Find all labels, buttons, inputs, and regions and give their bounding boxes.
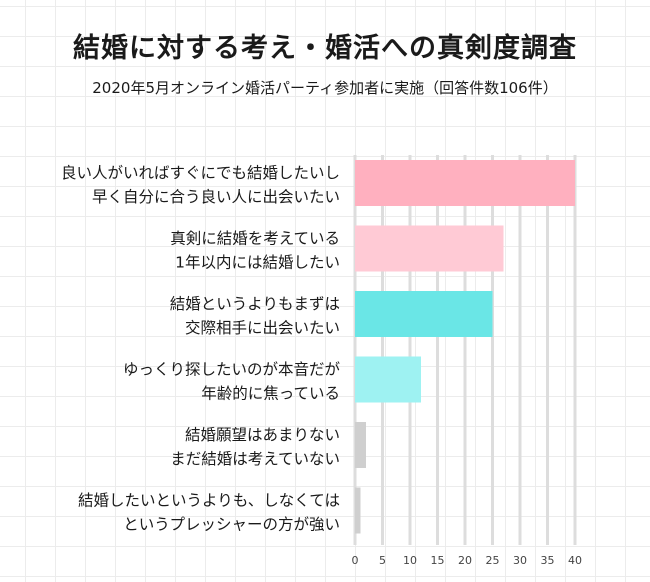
- category-label: 良い人がいればすぐにでも結婚したいし: [61, 164, 340, 182]
- chart-subtitle: 2020年5月オンライン婚活パーティ参加者に実施（回答件数106件）: [92, 79, 558, 97]
- category-label: 交際相手に出会いたい: [185, 319, 340, 337]
- x-tick-label: 25: [486, 554, 500, 567]
- chart-title: 結婚に対する考え・婚活への真剣度調査: [73, 33, 577, 64]
- category-label: 結婚願望はあまりない: [185, 426, 340, 444]
- x-tick-label: 40: [568, 554, 582, 567]
- bar: [355, 160, 575, 206]
- bar: [355, 225, 504, 272]
- bar: [355, 422, 366, 468]
- category-label: 年齢的に焦っている: [201, 385, 340, 403]
- category-label: 早く自分に合う良い人に出会いたい: [92, 188, 340, 206]
- x-tick-label: 5: [379, 554, 386, 567]
- category-label: ゆっくり探したいのが本音だが: [123, 361, 341, 379]
- bar: [355, 291, 493, 337]
- category-label: 結婚というよりもまずは: [170, 295, 340, 313]
- x-tick-label: 0: [352, 554, 359, 567]
- category-label: 真剣に結婚を考えている: [170, 230, 340, 248]
- category-label: まだ結婚は考えていない: [170, 450, 340, 468]
- category-label: 1年以内には結婚したい: [175, 254, 340, 272]
- category-label: 結婚したいというよりも、しなくては: [78, 492, 340, 510]
- x-tick-label: 30: [513, 554, 527, 567]
- bar: [355, 487, 361, 534]
- x-tick-label: 10: [403, 554, 417, 567]
- x-tick-label: 15: [431, 554, 445, 567]
- x-tick-label: 20: [458, 554, 472, 567]
- x-tick-label: 35: [541, 554, 555, 567]
- bar: [355, 356, 421, 403]
- category-label: というプレッシャーの方が強い: [123, 516, 340, 534]
